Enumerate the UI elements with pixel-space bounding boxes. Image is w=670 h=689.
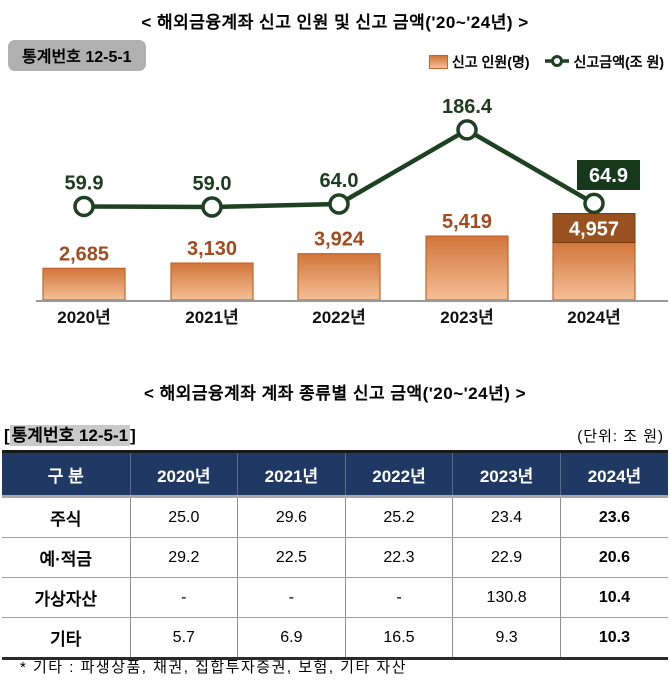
x-tick-label: 2023년 <box>440 308 493 327</box>
chart-title: < 해외금융계좌 신고 인원 및 신고 금액('20~'24년) > <box>141 13 529 32</box>
table-header-cell: 2024년 <box>559 451 668 498</box>
line-marker <box>456 119 478 141</box>
x-tick-label: 2022년 <box>312 308 365 327</box>
row-label-cell: 가상자산 <box>2 577 130 618</box>
line-value-box <box>577 160 640 190</box>
line-value-label-boxed: 64.9 <box>589 165 628 187</box>
legend-label: 신고 인원(명) <box>451 54 530 70</box>
line-value-label: 59.9 <box>65 172 104 194</box>
legend-label: 신고금액(조 원) <box>573 54 665 70</box>
table-row: 주식 25.0 29.6 25.2 23.4 23.6 <box>2 496 668 538</box>
chart-legend: 신고 인원(명) 신고금액(조 원) <box>428 52 665 72</box>
line-marker-icon <box>544 54 570 71</box>
bar-2021년 <box>170 262 254 301</box>
account-type-table: 구 분 2020년 2021년 2022년 2023년 2024년 주식 25.0 29.6 2… <box>2 450 668 660</box>
table-meta-row: [통계번호 12-5-1] (단위: 조 원) <box>4 421 664 446</box>
stat-number-text: 통계번호 12-5-1 <box>9 425 131 446</box>
table-title: < 해외금융계좌 계좌 종류별 신고 금액('20~'24년) > <box>143 384 527 403</box>
table-stat-number: [통계번호 12-5-1] <box>4 421 136 446</box>
table-cell: 25.2 <box>344 496 453 538</box>
table-cell: 10.3 <box>559 617 668 659</box>
table-cell: 9.3 <box>452 617 561 659</box>
bar-value-label: 2,685 <box>59 243 109 265</box>
table-row: 가상자산 - - -130.8 10.4 <box>2 577 668 618</box>
bar-2024년 <box>552 240 636 301</box>
table-cell: 22.3 <box>344 537 453 578</box>
stat-number-badge: 통계번호 12-5-1 <box>8 40 146 71</box>
table-header-cell: 2021년 <box>237 451 346 498</box>
table-cell: 22.5 <box>237 537 346 578</box>
data-table-wrap: 구 분 2020년 2021년 2022년 2023년 2024년 주식 25.0 29.6 2… <box>2 450 668 660</box>
bar-value-label: 3,924 <box>314 229 365 251</box>
line-marker <box>73 195 95 218</box>
row-label-cell: 예·적금 <box>2 537 130 578</box>
table-row: 예·적금 29.2 22.5 22.3 22.9 20.6 <box>2 537 668 578</box>
table-header-cell: 2023년 <box>452 451 561 498</box>
bar-2022년 <box>297 253 381 301</box>
x-tick-label: 2024년 <box>567 308 620 327</box>
unit-label: (단위: 조 원) <box>577 428 664 445</box>
table-cell: - <box>129 577 238 618</box>
bar-swatch-icon <box>428 55 448 69</box>
table-row: 기타 5.7 6.9 16.5 9.3 10.3 <box>2 617 668 659</box>
bar-value-label-boxed: 4,957 <box>569 219 619 241</box>
table-cell: 16.5 <box>344 617 453 659</box>
bracket: [ <box>4 426 10 445</box>
row-label-cell: 주식 <box>2 496 130 538</box>
table-cell: 23.4 <box>452 496 561 538</box>
bar-value-label: 5,419 <box>442 211 492 233</box>
bar-2020년 <box>42 267 126 301</box>
line-marker <box>201 196 223 218</box>
row-label-cell: 기타 <box>2 617 130 659</box>
x-tick-label: 2021년 <box>185 308 238 327</box>
table-cell: 29.6 <box>237 496 346 538</box>
table-header-row: 구 분 2020년 2021년 2022년 2023년 2024년 <box>2 451 668 498</box>
table-header-cell: 2022년 <box>344 451 453 498</box>
table-header-cell: 2020년 <box>129 451 238 498</box>
table-cell: - <box>344 577 453 618</box>
table-cell: 5.7 <box>129 617 238 659</box>
table-cell: 22.9 <box>452 537 561 578</box>
line-value-label: 186.4 <box>442 96 493 118</box>
line-marker <box>328 193 350 215</box>
table-cell: 25.0 <box>129 496 238 538</box>
table-cell: 10.4 <box>559 577 668 618</box>
table-cell: 6.9 <box>237 617 346 659</box>
x-tick-label: 2020년 <box>57 308 110 327</box>
table-cell: 130.8 <box>452 577 561 618</box>
legend-item-amount: 신고금액(조 원) <box>544 52 665 72</box>
line-value-label: 59.0 <box>193 173 232 195</box>
bracket: ] <box>130 426 136 445</box>
bar-value-label: 3,130 <box>187 238 237 260</box>
legend-item-people: 신고 인원(명) <box>428 52 530 72</box>
bar-line-combo-chart: 2020년 2021년 2022년 2023년 2024년 2,685 3,130 3,924… <box>36 96 668 327</box>
table-cell: 23.6 <box>559 496 668 538</box>
line-value-label: 64.0 <box>320 170 359 192</box>
line-marker <box>583 192 605 215</box>
table-cell: 20.6 <box>559 537 668 578</box>
table-header-cell: 구 분 <box>2 451 130 498</box>
bar-value-box <box>552 213 636 244</box>
bar-2023년 <box>425 235 509 301</box>
table-cell: - <box>237 577 346 618</box>
footnote: * 기타 : 파생상품, 채권, 집합투자증권, 보험, 기타 자산 <box>20 659 408 676</box>
table-cell: 29.2 <box>129 537 238 578</box>
